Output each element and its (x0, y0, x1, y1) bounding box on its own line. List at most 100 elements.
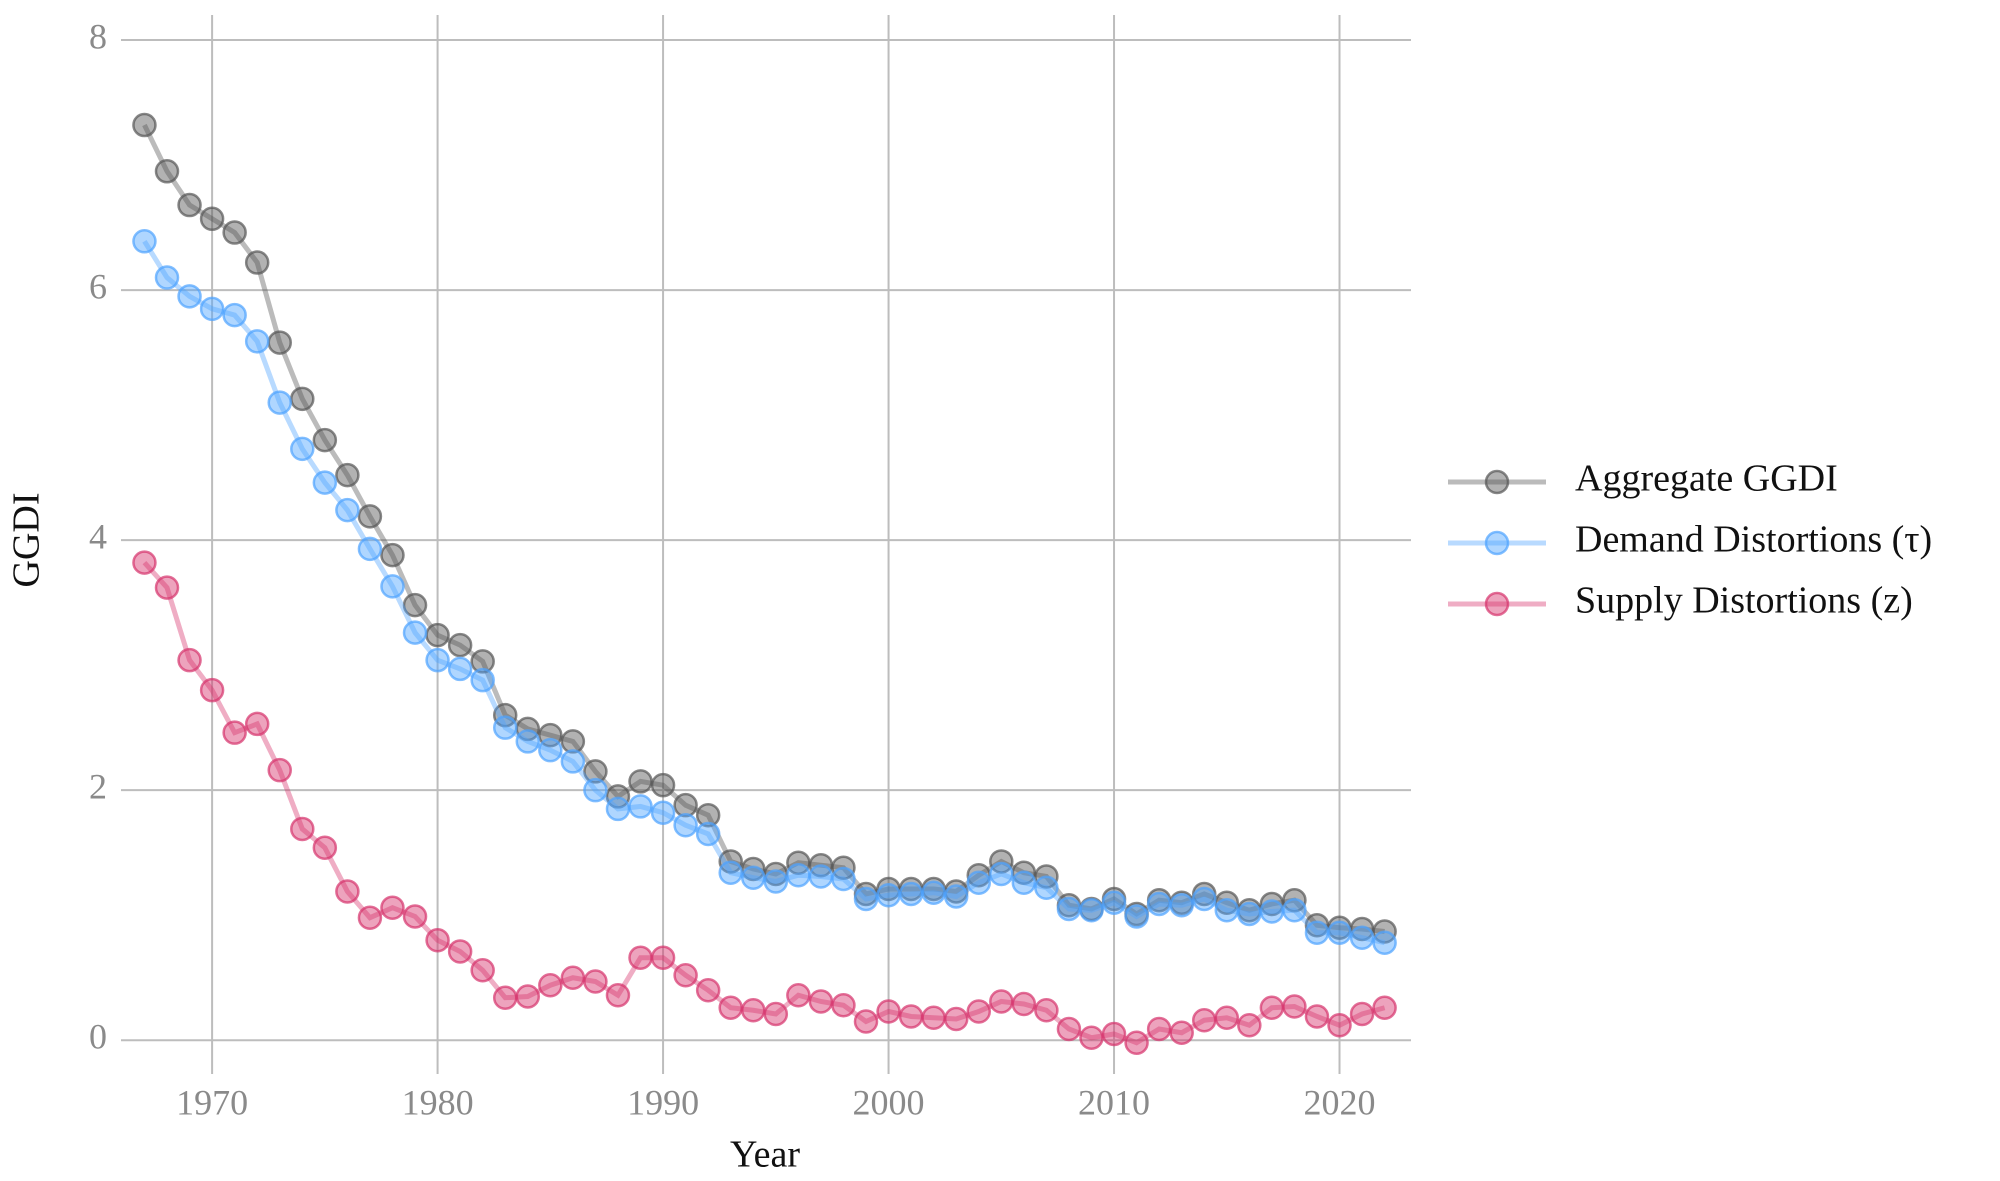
series (132, 229, 1397, 955)
data-point (335, 497, 360, 523)
data-point (357, 504, 383, 529)
data-point (470, 667, 495, 693)
data-point (222, 220, 247, 245)
data-point (1327, 920, 1352, 945)
data-point (177, 647, 202, 673)
data-point (222, 720, 247, 745)
data-point (402, 904, 428, 929)
series (132, 550, 1397, 1055)
data-point (605, 982, 631, 1008)
data-point (831, 866, 856, 892)
data-point (380, 542, 405, 568)
data-point (447, 656, 473, 682)
data-point (267, 757, 292, 783)
y-tick-label: 0 (89, 1017, 107, 1057)
data-point (898, 881, 924, 907)
data-point (538, 737, 563, 763)
legend-marker (1484, 469, 1510, 495)
data-point (199, 206, 225, 232)
data-point (515, 984, 541, 1009)
data-point (154, 265, 180, 290)
data-point (560, 749, 586, 774)
data-point (1079, 1025, 1104, 1050)
data-point (312, 470, 338, 495)
data-point (966, 999, 991, 1024)
x-tick-label: 2020 (1304, 1082, 1376, 1122)
data-point (673, 812, 698, 838)
data-point (741, 865, 766, 890)
data-point (199, 677, 225, 703)
legend-marker (1484, 530, 1510, 556)
data-point (1349, 1001, 1375, 1027)
data-point (966, 870, 991, 895)
data-point (470, 957, 495, 983)
data-point (1372, 995, 1397, 1020)
x-tick-label: 1970 (176, 1082, 248, 1122)
data-point (1372, 930, 1397, 955)
data-point (741, 997, 766, 1023)
data-point (605, 796, 631, 822)
y-tick-label: 4 (89, 516, 107, 556)
data-point (154, 575, 180, 600)
data-point (943, 1006, 969, 1032)
y-tick-label: 6 (89, 266, 107, 306)
data-point (1237, 1012, 1262, 1038)
data-point (492, 702, 518, 728)
data-point (921, 1005, 946, 1030)
data-point (583, 777, 608, 803)
data-point (402, 592, 428, 618)
data-point (267, 390, 292, 415)
data-point (1327, 1012, 1352, 1038)
data-point (425, 622, 450, 648)
data-point (1214, 1005, 1240, 1030)
data-point (943, 884, 969, 909)
data-point (853, 886, 879, 912)
data-point (921, 880, 946, 905)
series-line (142, 123, 1385, 934)
data-point (1237, 901, 1262, 927)
data-point (447, 939, 473, 964)
data-point (628, 769, 653, 794)
data-point (1191, 886, 1217, 912)
data-point (1282, 994, 1307, 1019)
data-point (1034, 875, 1059, 900)
data-point (1101, 1021, 1127, 1047)
data-point (673, 962, 698, 988)
data-point (1101, 890, 1127, 915)
data-point (583, 759, 608, 784)
data-point (380, 574, 405, 599)
legend-label: Aggregate GGDI (1575, 458, 1838, 500)
data-point (560, 965, 586, 990)
data-point (1304, 920, 1330, 945)
x-axis-label: Year (730, 1134, 800, 1176)
data-point (808, 989, 834, 1014)
data-point (492, 985, 518, 1010)
data-point (357, 905, 383, 930)
data-point (1214, 897, 1240, 923)
data-point (515, 729, 541, 754)
data-point (786, 982, 811, 1008)
data-point (853, 1009, 879, 1034)
x-tick-label: 1990 (627, 1082, 699, 1122)
data-point (1304, 1004, 1330, 1029)
data-point (628, 794, 653, 819)
data-point (560, 729, 586, 754)
data-point (989, 861, 1014, 887)
data-point (312, 427, 338, 453)
legend-label: Supply Distortions (z) (1575, 580, 1913, 622)
data-point (1169, 1020, 1194, 1045)
series (132, 112, 1397, 944)
legend-label: Demand Distortions (τ) (1575, 519, 1932, 561)
y-axis-label: GGDI (6, 493, 48, 588)
data-point (380, 895, 405, 920)
data-point (1259, 899, 1285, 924)
data-point (605, 784, 631, 809)
data-point (1146, 1016, 1172, 1042)
data-point (718, 995, 743, 1020)
data-point (695, 977, 721, 1003)
x-tick-label: 1980 (402, 1082, 474, 1122)
data-point (177, 192, 202, 218)
y-tick-label: 8 (89, 16, 107, 56)
data-point (1034, 997, 1059, 1023)
data-point (244, 329, 270, 354)
